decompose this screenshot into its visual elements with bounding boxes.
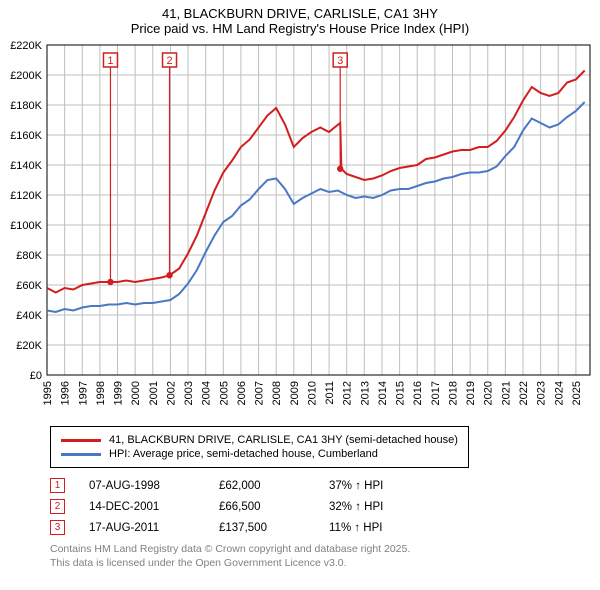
svg-text:2010: 2010 xyxy=(306,381,318,405)
svg-text:2009: 2009 xyxy=(289,381,301,405)
svg-text:2014: 2014 xyxy=(377,381,389,405)
svg-text:2022: 2022 xyxy=(518,381,530,405)
svg-text:2025: 2025 xyxy=(571,381,583,405)
legend-row: HPI: Average price, semi-detached house,… xyxy=(61,448,458,460)
svg-text:1995: 1995 xyxy=(42,381,54,405)
svg-text:2002: 2002 xyxy=(165,381,177,405)
svg-text:£220K: £220K xyxy=(10,40,42,52)
transaction-price: £137,500 xyxy=(219,522,329,534)
svg-text:2012: 2012 xyxy=(342,381,354,405)
svg-text:2: 2 xyxy=(166,55,172,67)
transaction-marker: 2 xyxy=(50,499,65,514)
footer-attribution: Contains HM Land Registry data © Crown c… xyxy=(50,543,600,570)
svg-text:£40K: £40K xyxy=(16,310,42,322)
svg-text:1998: 1998 xyxy=(95,381,107,405)
svg-text:2001: 2001 xyxy=(148,381,160,405)
svg-text:2005: 2005 xyxy=(218,381,230,405)
svg-text:2020: 2020 xyxy=(483,381,495,405)
legend-swatch xyxy=(61,439,101,442)
transaction-marker: 3 xyxy=(50,520,65,535)
svg-text:1999: 1999 xyxy=(113,381,125,405)
svg-text:2011: 2011 xyxy=(324,381,336,405)
svg-text:2018: 2018 xyxy=(447,381,459,405)
svg-text:2016: 2016 xyxy=(412,381,424,405)
svg-text:1997: 1997 xyxy=(77,381,89,405)
transaction-pct: 32% ↑ HPI xyxy=(329,501,419,513)
transactions-table: 1 07-AUG-1998£62,00037% ↑ HPI 2 14-DEC-2001… xyxy=(50,478,600,535)
svg-text:2003: 2003 xyxy=(183,381,195,405)
svg-text:£20K: £20K xyxy=(16,340,42,352)
svg-text:1: 1 xyxy=(107,55,113,67)
svg-text:2024: 2024 xyxy=(553,381,565,405)
legend-swatch xyxy=(61,453,101,456)
svg-text:£180K: £180K xyxy=(10,100,42,112)
transaction-marker: 1 xyxy=(50,478,65,493)
chart-svg: £0 £20K £40K £60K £80K £100K £120K £140K £160K £1… xyxy=(0,40,600,420)
legend: 41, BLACKBURN DRIVE, CARLISLE, CA1 3HY (… xyxy=(50,426,469,468)
transaction-price: £66,500 xyxy=(219,501,329,513)
svg-text:2013: 2013 xyxy=(359,381,371,405)
svg-text:2015: 2015 xyxy=(395,381,407,405)
svg-text:2007: 2007 xyxy=(254,381,266,405)
transaction-row: 3 17-AUG-2011£137,50011% ↑ HPI xyxy=(50,520,600,535)
svg-text:2008: 2008 xyxy=(271,381,283,405)
transaction-row: 2 14-DEC-2001£66,50032% ↑ HPI xyxy=(50,499,600,514)
svg-text:£140K: £140K xyxy=(10,160,42,172)
svg-text:2004: 2004 xyxy=(201,381,213,405)
svg-text:£60K: £60K xyxy=(16,280,42,292)
svg-text:£200K: £200K xyxy=(10,70,42,82)
svg-text:2000: 2000 xyxy=(130,381,142,405)
transaction-date: 17-AUG-2011 xyxy=(89,522,219,534)
transaction-pct: 11% ↑ HPI xyxy=(329,522,419,534)
svg-text:2023: 2023 xyxy=(536,381,548,405)
svg-text:3: 3 xyxy=(337,55,343,67)
svg-text:£160K: £160K xyxy=(10,130,42,142)
title-line2: Price paid vs. HM Land Registry's House … xyxy=(0,21,600,36)
svg-text:£0: £0 xyxy=(30,370,42,382)
transaction-date: 07-AUG-1998 xyxy=(89,480,219,492)
svg-text:2017: 2017 xyxy=(430,381,442,405)
title-line1: 41, BLACKBURN DRIVE, CARLISLE, CA1 3HY xyxy=(0,6,600,21)
legend-label: 41, BLACKBURN DRIVE, CARLISLE, CA1 3HY (… xyxy=(109,434,458,446)
transaction-date: 14-DEC-2001 xyxy=(89,501,219,513)
chart-header: 41, BLACKBURN DRIVE, CARLISLE, CA1 3HY P… xyxy=(0,0,600,40)
chart-area: £0 £20K £40K £60K £80K £100K £120K £140K £160K £1… xyxy=(0,40,600,420)
svg-text:£80K: £80K xyxy=(16,250,42,262)
legend-row: 41, BLACKBURN DRIVE, CARLISLE, CA1 3HY (… xyxy=(61,434,458,446)
svg-text:2006: 2006 xyxy=(236,381,248,405)
legend-label: HPI: Average price, semi-detached house,… xyxy=(109,448,378,460)
transaction-row: 1 07-AUG-1998£62,00037% ↑ HPI xyxy=(50,478,600,493)
footer-line2: This data is licensed under the Open Gov… xyxy=(50,557,600,571)
svg-text:£100K: £100K xyxy=(10,220,42,232)
svg-text:2019: 2019 xyxy=(465,381,477,405)
svg-text:£120K: £120K xyxy=(10,190,42,202)
transaction-price: £62,000 xyxy=(219,480,329,492)
svg-text:1996: 1996 xyxy=(60,381,72,405)
footer-line1: Contains HM Land Registry data © Crown c… xyxy=(50,543,600,557)
svg-text:2021: 2021 xyxy=(500,381,512,405)
transaction-pct: 37% ↑ HPI xyxy=(329,480,419,492)
